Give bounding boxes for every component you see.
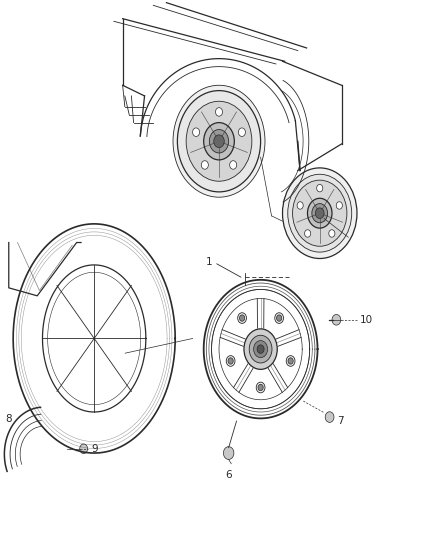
- Circle shape: [230, 160, 237, 169]
- Circle shape: [193, 128, 200, 136]
- Circle shape: [286, 356, 295, 366]
- Circle shape: [240, 315, 245, 321]
- Text: 7: 7: [337, 416, 344, 426]
- Circle shape: [238, 313, 247, 324]
- Circle shape: [317, 184, 323, 192]
- Circle shape: [307, 198, 332, 228]
- Circle shape: [288, 358, 293, 364]
- Circle shape: [244, 329, 277, 369]
- Circle shape: [293, 180, 347, 246]
- Circle shape: [201, 160, 208, 169]
- Circle shape: [283, 168, 357, 259]
- Circle shape: [315, 208, 324, 219]
- Circle shape: [312, 204, 328, 223]
- Circle shape: [204, 123, 234, 160]
- Circle shape: [226, 356, 235, 366]
- Circle shape: [238, 128, 245, 136]
- Circle shape: [256, 382, 265, 393]
- Circle shape: [80, 444, 88, 454]
- Circle shape: [329, 230, 335, 237]
- Text: 9: 9: [92, 444, 98, 454]
- Circle shape: [304, 230, 311, 237]
- Text: 10: 10: [360, 315, 373, 325]
- Circle shape: [215, 108, 223, 116]
- Circle shape: [288, 174, 352, 252]
- Circle shape: [223, 447, 234, 459]
- Circle shape: [276, 315, 282, 321]
- Circle shape: [258, 384, 263, 391]
- Circle shape: [249, 335, 272, 363]
- Circle shape: [325, 412, 334, 423]
- Circle shape: [228, 358, 233, 364]
- Text: 8: 8: [6, 415, 12, 424]
- Circle shape: [214, 135, 224, 148]
- Circle shape: [275, 313, 283, 324]
- Text: 6: 6: [225, 470, 232, 480]
- Circle shape: [177, 91, 261, 192]
- Circle shape: [336, 201, 343, 209]
- Circle shape: [186, 101, 252, 181]
- Circle shape: [332, 314, 341, 325]
- Circle shape: [173, 85, 265, 197]
- Circle shape: [209, 130, 229, 153]
- Circle shape: [297, 201, 303, 209]
- Circle shape: [254, 341, 268, 358]
- Text: 1: 1: [206, 257, 212, 267]
- Circle shape: [257, 345, 264, 353]
